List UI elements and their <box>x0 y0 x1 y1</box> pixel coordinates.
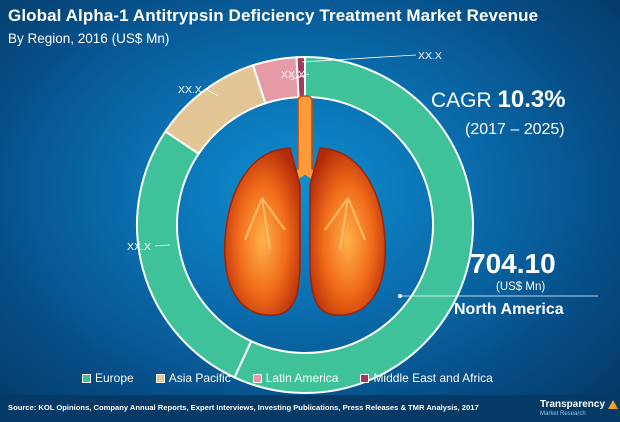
cagr-value: 10.3% <box>497 86 566 113</box>
legend-swatch <box>82 373 91 383</box>
legend-swatch <box>155 373 165 383</box>
label-leader-line <box>154 244 171 247</box>
cagr-headline: CAGR 10.3% <box>431 86 566 114</box>
chart-title: Global Alpha-1 Antitrypsin Deficiency Tr… <box>8 6 539 25</box>
lungs-icon <box>224 95 386 316</box>
cagr-period: (2017 – 2025) <box>465 121 565 138</box>
brand-logo: Transparency Market Research <box>540 397 618 421</box>
legend-item-latin-america: Latin America <box>252 371 339 385</box>
callout-value: 704.10 <box>470 248 556 279</box>
legend-label: Middle East and Africa <box>373 371 493 385</box>
legend-item-middle-east-africa: Middle East and Africa <box>360 371 493 385</box>
legend-swatch <box>252 373 262 383</box>
chart-subtitle: By Region, 2016 (US$ Mn) <box>8 31 170 46</box>
legend-label: Asia Pacific <box>168 371 231 385</box>
slice-label: XX.X <box>127 241 151 253</box>
donut-slice-asia-pacific <box>164 63 267 156</box>
label-leader-line <box>289 73 310 81</box>
brand-tagline: Market Research <box>540 411 586 417</box>
callout-leader-dot <box>398 294 402 298</box>
callout-region: North America <box>454 301 564 318</box>
legend-item-asia-pacific: Asia Pacific <box>155 371 231 385</box>
cagr-label: CAGR <box>431 89 492 112</box>
label-leader-line <box>205 88 219 97</box>
chart-legend: Europe Asia Pacific Latin America Middle… <box>82 371 493 385</box>
triangle-logo-icon <box>608 400 618 409</box>
legend-label: Europe <box>95 371 134 385</box>
slice-label: XX.X <box>178 84 202 96</box>
donut-slice-north-america <box>233 55 474 394</box>
source-note: Source: KOL Opinions, Company Annual Rep… <box>8 403 479 412</box>
brand-name: Transparency <box>540 399 606 410</box>
legend-item-europe: Europe <box>82 371 134 385</box>
slice-label: XX.X <box>418 50 442 62</box>
slice-label: XX.X <box>281 69 305 81</box>
legend-label: Latin America <box>265 371 339 385</box>
callout-unit: (US$ Mn) <box>496 281 546 293</box>
footer-bar: Source: KOL Opinions, Company Annual Rep… <box>0 395 620 422</box>
label-leader-line <box>301 54 417 63</box>
legend-swatch <box>360 373 370 383</box>
